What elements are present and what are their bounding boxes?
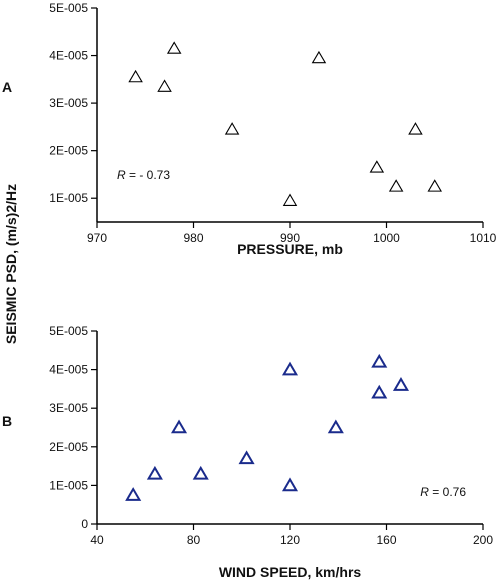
data-point xyxy=(166,41,182,54)
data-point xyxy=(125,487,142,501)
y-tick-label: 4E-005 xyxy=(49,363,88,377)
data-point xyxy=(408,122,423,135)
x-tick-label: 200 xyxy=(473,533,493,547)
data-point xyxy=(238,450,255,465)
r-annotation: R = 0.76 xyxy=(420,485,466,499)
r-annotation: R = - 0.73 xyxy=(117,168,170,182)
data-point xyxy=(224,122,240,135)
data-point xyxy=(281,361,299,376)
x-tick-label: 970 xyxy=(87,231,107,245)
r-value: = 0.76 xyxy=(429,485,466,499)
data-point xyxy=(281,477,299,492)
r-value: = - 0.73 xyxy=(126,168,171,182)
y-tick-label: 2E-005 xyxy=(49,440,88,454)
data-point xyxy=(392,377,410,391)
data-point xyxy=(128,69,143,83)
data-point xyxy=(388,179,404,192)
y-tick-label: 5E-005 xyxy=(49,324,88,338)
x-axis-title: WIND SPEED, km/hrs xyxy=(219,564,362,580)
x-tick-label: 80 xyxy=(187,533,201,547)
data-point xyxy=(371,353,388,368)
y-tick-label: 1E-005 xyxy=(49,478,88,492)
y-tick-label: 1E-005 xyxy=(49,191,88,205)
data-point xyxy=(146,465,163,480)
x-tick-label: 990 xyxy=(280,231,300,245)
x-tick-label: 160 xyxy=(376,533,396,547)
panel-a: 1E-005 2E-005 3E-005 4E-005 5E-005 970 980 990 1… xyxy=(2,1,497,257)
x-tick-label: 1010 xyxy=(470,231,497,245)
data-point xyxy=(427,179,443,192)
panel-b: 0 1E-005 2E-005 3E-005 4E-005 5E-005 40 80 120 16… xyxy=(2,324,493,580)
data-point xyxy=(192,465,209,480)
x-axis-title: PRESSURE, mb xyxy=(237,241,343,257)
data-point xyxy=(282,193,298,206)
y-tick-label: 3E-005 xyxy=(49,96,88,110)
shared-y-axis-title: SEISMIC PSD, (m/s)2/Hz xyxy=(3,184,19,344)
y-tick-label: 2E-005 xyxy=(49,144,88,158)
y-tick-label: 0 xyxy=(81,517,88,531)
panel-label: B xyxy=(2,413,12,429)
x-tick-label: 120 xyxy=(280,533,300,547)
data-point xyxy=(327,419,344,434)
x-tick-label: 40 xyxy=(90,533,104,547)
data-point xyxy=(371,384,388,399)
y-tick-label: 4E-005 xyxy=(49,49,88,63)
panel-label: A xyxy=(2,79,12,95)
data-point xyxy=(157,79,172,92)
y-tick-label: 3E-005 xyxy=(49,401,88,415)
data-point xyxy=(311,50,327,64)
y-tick-label: 5E-005 xyxy=(49,1,88,15)
x-tick-label: 980 xyxy=(183,231,203,245)
x-tick-label: 1000 xyxy=(373,231,400,245)
data-point xyxy=(369,160,385,173)
data-point xyxy=(170,419,188,434)
